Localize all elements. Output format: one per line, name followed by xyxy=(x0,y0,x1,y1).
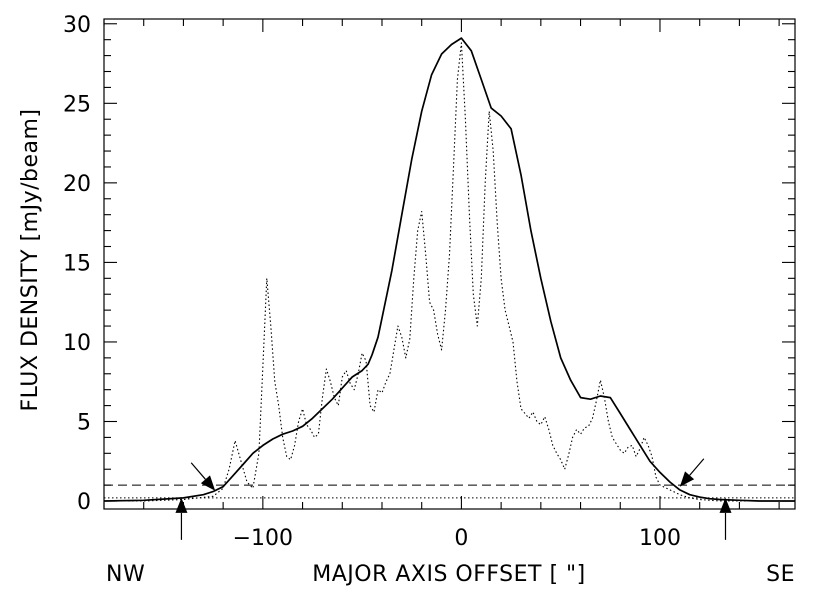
tick-labels: −100 0 100 0 5 10 15 20 25 30 xyxy=(63,13,681,551)
y-tick-label: 0 xyxy=(77,490,91,515)
y-tick-label: 20 xyxy=(63,172,91,197)
y-tick-label: 5 xyxy=(77,411,91,436)
arrow-head xyxy=(719,497,732,513)
series-line-solid xyxy=(103,37,795,502)
arrow-head xyxy=(175,497,188,513)
y-axis-title: FLUX DENSITY [mJy/beam] xyxy=(18,108,43,411)
plot-frame xyxy=(103,18,796,510)
arrow-shaft xyxy=(689,458,705,476)
y-tick-label: 15 xyxy=(63,251,91,276)
arrow-head xyxy=(679,471,695,487)
plot-area xyxy=(103,18,796,540)
x-tick-label: 0 xyxy=(454,526,468,551)
arrow-head xyxy=(200,475,216,491)
y-tick-label: 25 xyxy=(63,92,91,117)
y-tick-label: 10 xyxy=(63,331,91,356)
side-label-right: SE xyxy=(766,562,795,587)
axis-ticks xyxy=(103,19,795,509)
side-label-left: NW xyxy=(106,562,145,587)
series-line-dotted xyxy=(104,42,795,502)
arrow-shaft xyxy=(190,462,206,480)
x-axis-title: MAJOR AXIS OFFSET [ "] xyxy=(312,562,586,587)
y-tick-label: 30 xyxy=(63,13,91,38)
x-tick-label: 100 xyxy=(639,526,681,551)
x-tick-label: −100 xyxy=(233,526,293,551)
